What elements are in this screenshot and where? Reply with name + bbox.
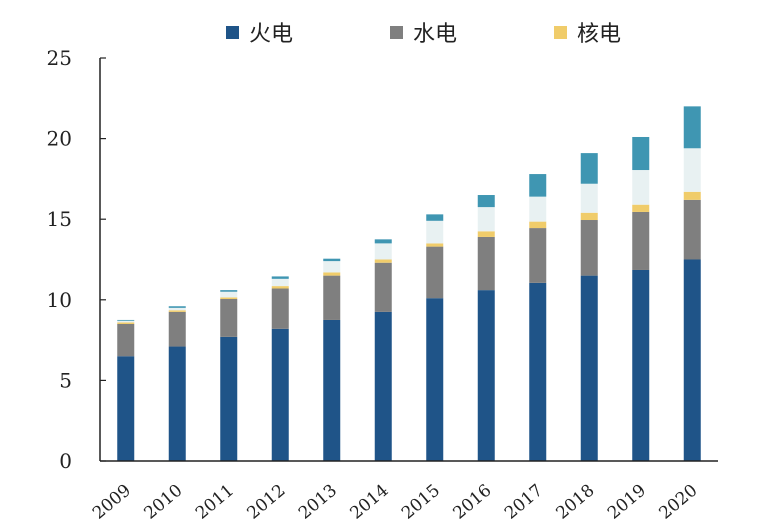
legend-swatch bbox=[554, 26, 567, 39]
bar-segment bbox=[477, 231, 495, 237]
legend-swatch bbox=[226, 26, 239, 39]
bar-segment bbox=[580, 183, 598, 213]
bar-segment bbox=[374, 239, 392, 244]
bar-segment bbox=[683, 199, 701, 260]
bar-segment bbox=[220, 297, 238, 299]
bar-segment bbox=[426, 243, 444, 247]
legend-label: 核电 bbox=[577, 22, 621, 47]
y-tick-label: 0 bbox=[59, 449, 72, 473]
bar-segment bbox=[220, 336, 238, 461]
bar-segment bbox=[323, 261, 341, 273]
bar-segment bbox=[117, 319, 135, 321]
x-tick-label: 2016 bbox=[449, 481, 495, 524]
x-tick-label: 2015 bbox=[398, 481, 444, 524]
bar-segment bbox=[477, 290, 495, 461]
bar-segment bbox=[632, 211, 650, 270]
bar-segment bbox=[632, 136, 650, 171]
bar-segment bbox=[426, 214, 444, 221]
bar-segment bbox=[271, 286, 289, 289]
bar-segment bbox=[683, 148, 701, 192]
bar-segment bbox=[220, 298, 238, 337]
bar-segment bbox=[323, 258, 341, 262]
bars bbox=[117, 106, 701, 461]
bar-segment bbox=[271, 276, 289, 279]
bar-segment bbox=[632, 269, 650, 461]
bar-segment bbox=[323, 275, 341, 320]
bar-segment bbox=[374, 243, 392, 260]
y-tick-label: 15 bbox=[47, 207, 72, 231]
bar-segment bbox=[683, 191, 701, 200]
bar-segment bbox=[477, 207, 495, 232]
bar-segment bbox=[271, 328, 289, 461]
y-tick-label: 10 bbox=[47, 288, 72, 312]
bar-segment bbox=[374, 262, 392, 312]
legend-label: 水电 bbox=[413, 22, 457, 47]
bar-segment bbox=[580, 212, 598, 221]
bar-segment bbox=[477, 195, 495, 208]
bar-segment bbox=[426, 220, 444, 244]
bar-segment bbox=[323, 319, 341, 461]
bar-segment bbox=[323, 272, 341, 276]
bar-segment bbox=[117, 356, 135, 461]
bar-segment bbox=[220, 291, 238, 298]
x-tick-label: 2020 bbox=[655, 481, 701, 524]
y-tick-label: 25 bbox=[47, 46, 72, 70]
bar-segment bbox=[117, 323, 135, 357]
x-tick-label: 2011 bbox=[192, 481, 238, 524]
bar-segment bbox=[580, 275, 598, 461]
bar-segment bbox=[271, 278, 289, 287]
x-tick-label: 2013 bbox=[295, 481, 341, 524]
x-tick-label: 2018 bbox=[552, 481, 598, 524]
bar-segment bbox=[117, 320, 135, 323]
x-tick-label: 2009 bbox=[89, 481, 135, 524]
bar-segment bbox=[529, 282, 547, 461]
legend: 火电 水电 核电 bbox=[226, 22, 621, 47]
x-tick-label: 2012 bbox=[243, 481, 289, 524]
bar-segment bbox=[168, 346, 186, 461]
x-tick-label: 2010 bbox=[140, 481, 186, 524]
y-tick-label: 5 bbox=[59, 368, 72, 392]
bar-segment bbox=[529, 228, 547, 283]
bar-segment bbox=[374, 259, 392, 263]
bar-segment bbox=[529, 174, 547, 197]
x-tick-label: 2014 bbox=[346, 481, 392, 524]
x-tick-label: 2019 bbox=[604, 481, 650, 524]
bar-segment bbox=[632, 204, 650, 212]
bar-segment bbox=[580, 220, 598, 276]
bar-segment bbox=[220, 290, 238, 292]
bar-segment bbox=[168, 311, 186, 347]
bar-segment bbox=[426, 298, 444, 461]
bar-segment bbox=[683, 259, 701, 461]
bar-segment bbox=[580, 153, 598, 184]
bar-segment bbox=[271, 288, 289, 329]
y-tick-label: 20 bbox=[47, 127, 72, 151]
bar-segment bbox=[374, 311, 392, 461]
bar-segment bbox=[168, 310, 186, 312]
bar-segment bbox=[168, 306, 186, 308]
x-tick-label: 2017 bbox=[501, 481, 547, 524]
bar-segment bbox=[529, 221, 547, 229]
bar-segment bbox=[632, 170, 650, 205]
legend-swatch bbox=[390, 26, 403, 39]
bar-segment bbox=[117, 322, 135, 324]
bar-segment bbox=[683, 106, 701, 149]
bar-segment bbox=[168, 307, 186, 311]
bar-segment bbox=[529, 196, 547, 222]
bar-segment bbox=[477, 236, 495, 291]
legend-label: 火电 bbox=[249, 22, 293, 47]
bar-segment bbox=[426, 246, 444, 299]
